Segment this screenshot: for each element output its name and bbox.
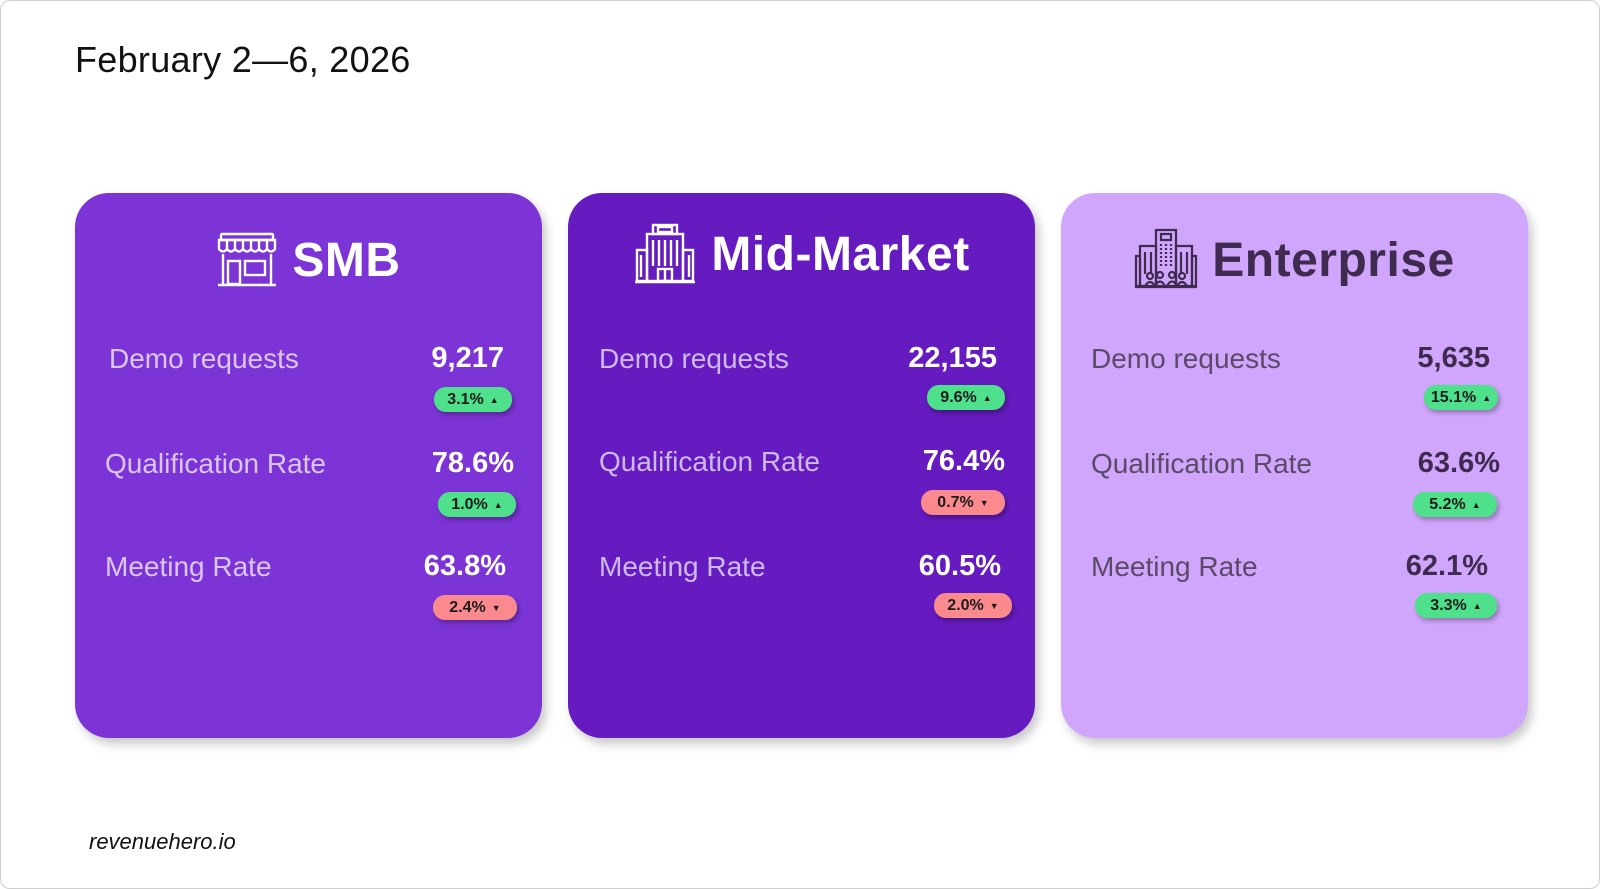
enterprise-meeting-rate-change-badge: 3.3% ▲ [1415,593,1497,618]
enterprise-demo-requests-change-badge: 15.1% ▲ [1424,385,1498,410]
change-value: 5.2% [1429,495,1466,513]
mid-market-title: Mid-Market [711,227,970,281]
arrow-down-icon: ▼ [979,497,989,508]
storefront-icon [216,231,278,289]
mid-market-card-header: Mid-Market [568,219,1035,289]
arrow-up-icon: ▲ [1472,600,1482,611]
mid-market-qualification-rate-label: Qualification Rate [599,446,821,477]
smb-demo-requests-value: 9,217 [431,342,504,374]
mid-market-meeting-rate-label: Meeting Rate [599,551,766,582]
change-value: 3.1% [447,390,484,408]
mid-market-demo-requests-change-badge: 9.6% ▲ [927,385,1005,410]
mid-market-card: Mid-Market Demo requests 22,155 9.6% ▲ Qu… [568,193,1035,738]
enterprise-meeting-rate-value: 62.1% [1405,550,1488,582]
corporate-campus-icon [1134,228,1198,292]
arrow-up-icon: ▲ [1471,499,1481,510]
date-range-title: February 2—6, 2026 [75,39,411,80]
enterprise-qualification-rate-change-badge: 5.2% ▲ [1413,492,1497,517]
mid-market-meeting-rate-value: 60.5% [918,550,1001,582]
arrow-up-icon: ▲ [1482,392,1492,403]
arrow-up-icon: ▲ [489,394,499,405]
enterprise-demo-requests-label: Demo requests [1091,343,1281,374]
smb-title: SMB [292,233,401,287]
mid-market-demo-requests-value: 22,155 [908,342,997,374]
change-value: 15.1% [1430,388,1477,406]
smb-demo-requests-label: Demo requests [109,343,299,374]
smb-meeting-rate-change-badge: 2.4% ▼ [433,595,517,620]
arrow-up-icon: ▲ [493,499,503,510]
smb-demo-requests-change-badge: 3.1% ▲ [434,387,512,412]
arrow-up-icon: ▲ [982,392,992,403]
arrow-down-icon: ▼ [989,600,999,611]
smb-qualification-rate-change-badge: 1.0% ▲ [438,492,516,517]
mid-market-demo-requests-label: Demo requests [599,343,789,374]
enterprise-qualification-rate-label: Qualification Rate [1091,448,1313,479]
change-value: 3.3% [1430,596,1467,614]
brand-footer: revenuehero.io [89,829,236,854]
smb-qualification-rate-value: 78.6% [431,447,514,479]
arrow-down-icon: ▼ [491,602,501,613]
smb-card: SMB Demo requests 9,217 3.1% ▲ Qualificat… [75,193,542,738]
change-value: 1.0% [451,495,488,513]
enterprise-qualification-rate-value: 63.6% [1417,447,1500,479]
smb-meeting-rate-label: Meeting Rate [105,551,272,582]
enterprise-title: Enterprise [1212,233,1455,287]
office-building-icon [633,222,697,286]
enterprise-card: Enterprise Demo requests 5,635 15.1% ▲ Qu… [1061,193,1528,738]
mid-market-meeting-rate-change-badge: 2.0% ▼ [934,593,1012,618]
enterprise-demo-requests-value: 5,635 [1417,342,1490,374]
smb-qualification-rate-label: Qualification Rate [105,448,327,479]
change-value: 9.6% [940,388,977,406]
change-value: 2.4% [449,598,486,616]
smb-card-header: SMB [75,225,542,295]
enterprise-meeting-rate-label: Meeting Rate [1091,551,1258,582]
mid-market-qualification-rate-change-badge: 0.7% ▼ [921,490,1005,515]
change-value: 0.7% [937,493,974,511]
enterprise-card-header: Enterprise [1061,225,1528,295]
change-value: 2.0% [947,596,984,614]
mid-market-qualification-rate-value: 76.4% [922,445,1005,477]
smb-meeting-rate-value: 63.8% [423,550,506,582]
